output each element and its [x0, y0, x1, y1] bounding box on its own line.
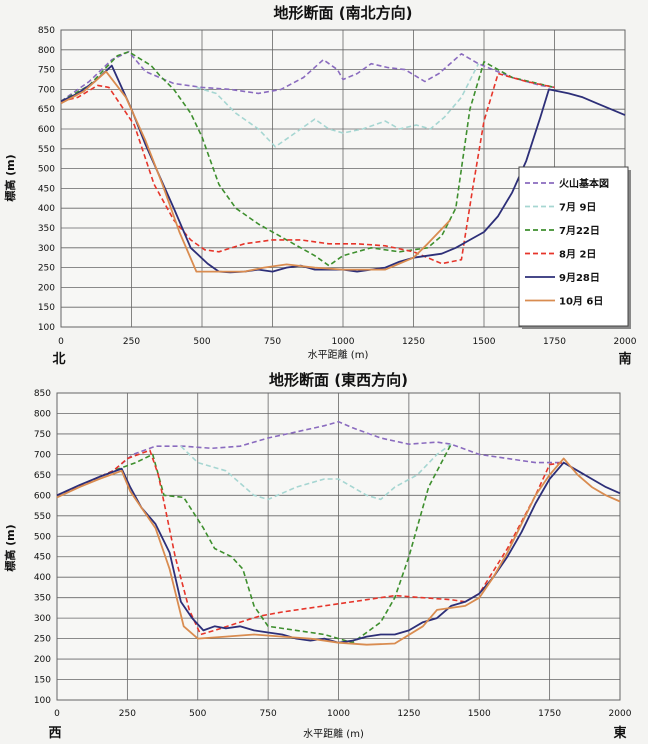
y-tick-label: 400 [34, 573, 51, 583]
y-tick-label: 800 [34, 409, 51, 419]
legend-label-aug2: 8月 2日 [559, 249, 596, 261]
x-tick-label: 2000 [609, 709, 632, 719]
series-line-aug2 [60, 72, 555, 265]
left-end-label: 西 [48, 726, 61, 741]
x-axis-label: 水平距離 (m) [303, 727, 364, 740]
x-tick-label: 1000 [327, 709, 350, 719]
y-tick-label: 400 [38, 204, 55, 214]
y-tick-label: 300 [34, 614, 51, 624]
y-tick-label: 650 [38, 105, 55, 115]
y-axis-label: 標高 (m) [3, 154, 17, 201]
y-tick-label: 550 [34, 512, 51, 522]
chart-title: 地形断面 (南北方向) [274, 4, 413, 22]
x-tick-label: 2000 [614, 337, 637, 347]
y-tick-label: 800 [38, 46, 55, 56]
x-tick-label: 250 [119, 709, 136, 719]
y-tick-label: 100 [38, 323, 55, 333]
chart-title: 地形断面 (東西方向) [269, 371, 408, 389]
y-tick-label: 250 [34, 635, 51, 645]
legend-label-jul9: 7月 9日 [559, 202, 596, 214]
right-end-label: 南 [618, 351, 631, 367]
series-line-jul9 [196, 63, 480, 148]
left-end-label: 北 [52, 352, 65, 367]
y-tick-label: 150 [34, 676, 51, 686]
y-tick-label: 200 [34, 655, 51, 665]
y-tick-label: 200 [38, 283, 55, 293]
series-line-sep28 [60, 64, 626, 274]
y-tick-label: 750 [34, 430, 51, 440]
north-south-section-chart: 100 150 200 250 300 350 400 450 500 550 600 650 700 7… [3, 4, 637, 367]
y-tick-label: 450 [38, 184, 55, 194]
right-end-label: 東 [613, 725, 626, 741]
y-tick-label: 300 [38, 244, 55, 254]
x-tick-label: 750 [260, 709, 277, 719]
x-tick-label: 1500 [468, 709, 491, 719]
x-tick-label: 250 [123, 337, 140, 347]
x-tick-label: 1750 [543, 337, 566, 347]
y-tick-label: 150 [38, 303, 55, 313]
y-tick-label: 250 [38, 264, 55, 274]
y-tick-label: 500 [38, 165, 55, 175]
series-line-oct6 [60, 70, 451, 273]
y-tick-label: 600 [34, 491, 51, 501]
x-axis-label: 水平距離 (m) [308, 348, 369, 361]
y-tick-label: 550 [38, 145, 55, 155]
x-tick-label: 1750 [538, 709, 561, 719]
y-tick-label: 750 [38, 66, 55, 76]
y-tick-label: 100 [34, 696, 51, 706]
y-tick-label: 350 [34, 594, 51, 604]
y-tick-label: 850 [34, 389, 51, 399]
series-line-jul22 [56, 443, 452, 644]
legend-label-volcano_base: 火山基本図 [559, 177, 609, 190]
legend: 火山基本図 7月 9日 7月22日 8月 2日 9月28日 10月 6日 [518, 166, 631, 329]
series-line-volcano_base [56, 420, 564, 497]
y-tick-label: 650 [34, 471, 51, 481]
y-tick-label: 350 [38, 224, 55, 234]
y-tick-label: 700 [34, 450, 51, 460]
series-line-oct6 [56, 457, 621, 646]
y-tick-label: 500 [34, 532, 51, 542]
series-line-volcano_base [60, 51, 555, 102]
y-axis-label: 標高 (m) [3, 524, 17, 571]
series-line-jul9 [180, 443, 452, 501]
x-tick-label: 1250 [397, 709, 420, 719]
legend-label-sep28: 9月28日 [559, 272, 600, 284]
legend-box [518, 166, 629, 327]
legend-label-oct6: 10月 6日 [559, 296, 603, 308]
x-tick-label: 1250 [402, 337, 425, 347]
legend-label-jul22: 7月22日 [559, 225, 600, 237]
x-tick-label: 750 [264, 337, 281, 347]
y-tick-label: 450 [34, 553, 51, 563]
x-tick-label: 0 [58, 337, 64, 347]
series-line-jul22 [60, 51, 555, 267]
x-tick-label: 500 [189, 709, 206, 719]
y-tick-label: 700 [38, 85, 55, 95]
east-west-section-chart: 100 150 200 250 300 350 400 450 500 550 600 650 700 7… [3, 371, 632, 741]
x-tick-label: 0 [54, 709, 60, 719]
x-tick-label: 500 [193, 337, 210, 347]
y-tick-label: 600 [38, 125, 55, 135]
x-tick-label: 1000 [332, 337, 355, 347]
x-tick-label: 1500 [473, 337, 496, 347]
y-tick-label: 850 [38, 26, 55, 36]
